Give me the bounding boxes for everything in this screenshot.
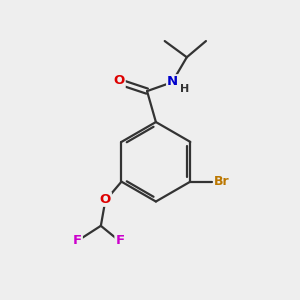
Text: F: F bbox=[116, 234, 124, 247]
Text: F: F bbox=[73, 234, 82, 247]
Text: O: O bbox=[100, 193, 111, 206]
Text: O: O bbox=[113, 74, 125, 87]
Text: N: N bbox=[167, 75, 178, 88]
Text: Br: Br bbox=[214, 175, 230, 188]
Text: H: H bbox=[180, 84, 189, 94]
